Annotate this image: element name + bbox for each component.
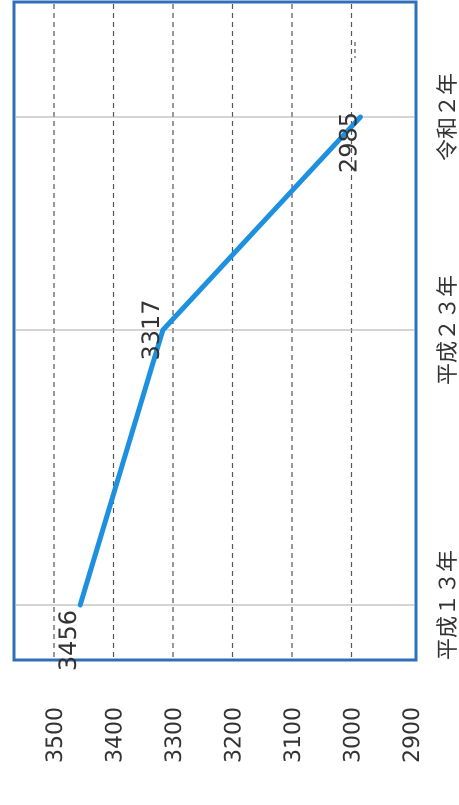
data-label: 3317 xyxy=(137,299,165,360)
value-tick-label: 3300 xyxy=(162,707,187,763)
value-tick-label: 3200 xyxy=(222,707,247,763)
value-tick-label: 2900 xyxy=(400,707,425,763)
value-axis-tick-labels: 3500 3400 3300 3200 3100 3000 2900 xyxy=(43,707,425,763)
value-tick-label: 3100 xyxy=(281,707,306,763)
value-gridlines xyxy=(53,4,353,658)
data-label: 2985 xyxy=(334,112,362,173)
series-line xyxy=(77,114,363,608)
category-label: 平成１３年 xyxy=(436,550,459,660)
category-axis-labels: 平成１３年 平成２３年 令和２年 xyxy=(436,73,459,660)
value-tick-label: 3500 xyxy=(43,707,68,763)
data-label: 3456 xyxy=(54,610,82,671)
category-label: 令和２年 xyxy=(436,73,459,161)
value-tick-label: 3400 xyxy=(103,707,128,763)
data-labels: 3456 3317 2985 xyxy=(54,112,362,671)
value-tick-label: 3000 xyxy=(341,707,366,763)
category-label: 平成２３年 xyxy=(436,275,459,385)
plot-frame xyxy=(12,0,418,662)
